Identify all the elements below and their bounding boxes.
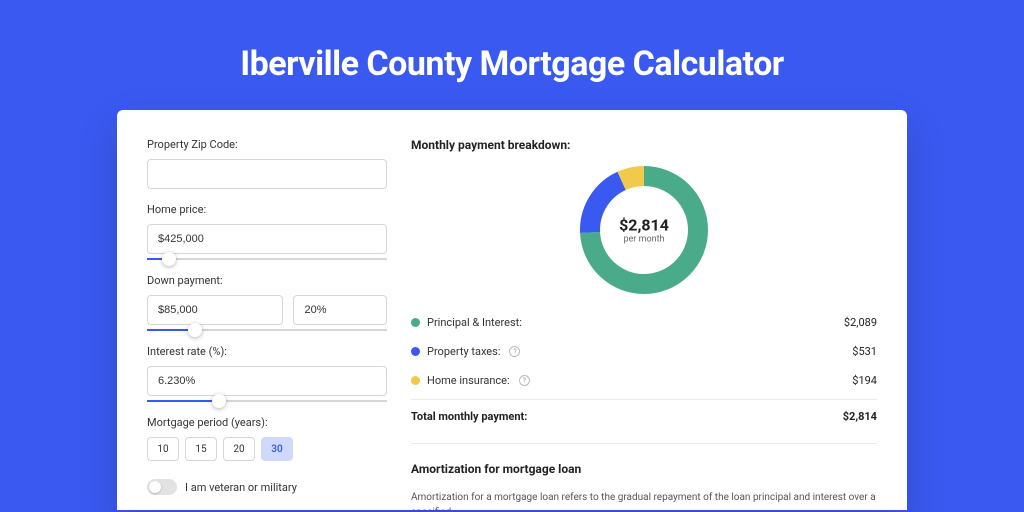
period-btn-20[interactable]: 20 [223,437,255,461]
legend-row-0: Principal & Interest: $2,089 [411,308,877,337]
legend-dot [411,376,420,385]
donut-wrap: $2,814 per month [411,166,877,294]
donut-sub: per month [619,235,669,245]
legend-dot [411,347,420,356]
interest-slider[interactable] [147,400,387,402]
home-price-group: Home price: [147,203,387,260]
interest-slider-thumb[interactable] [212,394,226,408]
home-price-slider[interactable] [147,258,387,260]
period-buttons: 10152030 [147,437,387,461]
veteran-toggle-knob [149,481,161,493]
legend-row-2: Home insurance:? $194 [411,366,877,395]
zip-field-group: Property Zip Code: [147,138,387,189]
veteran-label: I am veteran or military [185,481,297,494]
home-price-slider-thumb[interactable] [162,252,176,266]
total-label: Total monthly payment: [411,410,527,423]
donut-value: $2,814 [619,216,669,235]
donut-chart: $2,814 per month [580,166,708,294]
interest-input[interactable] [147,366,387,396]
period-btn-10[interactable]: 10 [147,437,179,461]
total-value: $2,814 [843,410,877,423]
form-column: Property Zip Code: Home price: Down paym… [147,138,387,510]
legend-value: $531 [852,345,877,358]
interest-group: Interest rate (%): [147,345,387,402]
down-payment-group: Down payment: [147,274,387,331]
amortization-text: Amortization for a mortgage loan refers … [411,490,877,510]
period-btn-15[interactable]: 15 [185,437,217,461]
down-payment-input[interactable] [147,295,283,325]
interest-label: Interest rate (%): [147,345,387,358]
total-row: Total monthly payment: $2,814 [411,399,877,423]
period-group: Mortgage period (years): 10152030 [147,416,387,461]
zip-input[interactable] [147,159,387,189]
home-price-label: Home price: [147,203,387,216]
results-column: Monthly payment breakdown: $2,814 per mo… [411,138,877,510]
veteran-toggle[interactable] [147,479,177,495]
info-icon[interactable]: ? [509,346,520,357]
legend-dot [411,318,420,327]
down-payment-label: Down payment: [147,274,387,287]
page-title: Iberville County Mortgage Calculator [0,0,1024,110]
down-payment-pct-input[interactable] [293,295,387,325]
amortization-title: Amortization for mortgage loan [411,462,877,476]
veteran-row: I am veteran or military [147,479,387,495]
period-btn-30[interactable]: 30 [261,437,293,461]
legend-label: Home insurance: [427,374,510,387]
info-icon[interactable]: ? [519,375,530,386]
period-label: Mortgage period (years): [147,416,387,429]
legend-row-1: Property taxes:? $531 [411,337,877,366]
donut-center: $2,814 per month [619,216,669,245]
legend-value: $2,089 [844,316,877,329]
legend: Principal & Interest: $2,089 Property taxe… [411,308,877,395]
amortization-section: Amortization for mortgage loan Amortizat… [411,443,877,510]
home-price-input[interactable] [147,224,387,254]
legend-value: $194 [852,374,877,387]
calculator-card: Property Zip Code: Home price: Down paym… [117,110,907,510]
legend-label: Principal & Interest: [427,316,522,329]
down-payment-slider-thumb[interactable] [188,323,202,337]
breakdown-title: Monthly payment breakdown: [411,138,877,152]
legend-label: Property taxes: [427,345,500,358]
zip-label: Property Zip Code: [147,138,387,151]
down-payment-slider[interactable] [147,329,387,331]
